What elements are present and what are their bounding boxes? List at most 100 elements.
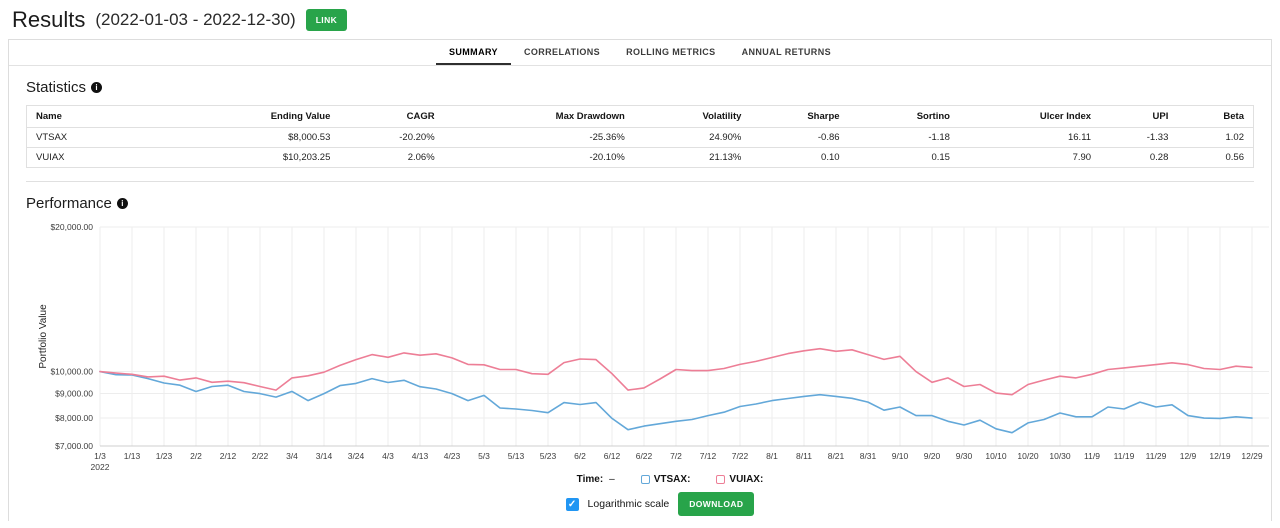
x-tick-label: 2/12 [220,451,237,461]
x-tick-label: 11/19 [1114,451,1135,461]
info-icon[interactable]: i [91,82,103,93]
x-tick-label: 4/3 [382,451,394,461]
table-row: VUIAX $10,203.25 2.06% -20.10% 21.13% 0.10 0.1… [26,147,1254,168]
x-tick-label: 11/29 [1146,451,1167,461]
logarithmic-scale-checkbox[interactable]: ✓ [565,497,579,511]
statistics-table-body: VTSAX $8,000.53 -20.20% -25.36% 24.90% -0.86-… [26,127,1254,168]
stat-value-cell: $10,203.25 [247,147,340,168]
x-tick-label: 4/13 [412,451,429,461]
logarithmic-scale-label: Logarithmic scale [587,498,670,510]
column-header: Max Drawdown [443,105,634,128]
x-tick-label: 12/9 [1180,451,1197,461]
x-tick-label: 3/14 [316,451,333,461]
chart-legend: Time: – VTSAX: VUIAX: [86,474,1254,485]
statistics-heading-label: Statistics [26,79,87,96]
stat-value-cell: 1.02 [1177,127,1254,148]
vuiax-legend-checkbox[interactable] [716,475,726,484]
stat-value-cell: -20.20% [339,127,444,148]
legend-item-vtsax[interactable]: VTSAX: [640,474,691,485]
column-header: CAGR [339,105,444,128]
x-tick-label: 2/22 [252,451,269,461]
chart-controls: ✓ Logarithmic scale DOWNLOAD [66,492,1254,516]
column-header: Name [26,105,248,128]
page-title: Results [12,7,86,32]
results-card: SUMMARY CORRELATIONS ROLLING METRICS ANN… [8,39,1272,521]
stat-value-cell: 0.56 [1177,147,1254,168]
x-tick-label: 7/22 [732,451,749,461]
x-tick-label: 5/13 [508,451,525,461]
legend-time-value: – [609,474,615,485]
y-tick-label: $10,000.00 [50,367,93,377]
download-button[interactable]: DOWNLOAD [678,492,755,516]
fund-name-cell: VUIAX [26,147,248,168]
stat-value-cell: 7.90 [958,147,1101,168]
column-header: Ulcer Index [958,105,1101,128]
x-tick-label: 3/4 [286,451,298,461]
x-tick-label: 8/11 [796,451,812,461]
info-icon[interactable]: i [116,198,128,209]
performance-heading-label: Performance [26,195,112,212]
stat-value-cell: 0.10 [750,147,849,168]
x-tick-label: 12/19 [1209,451,1231,461]
link-button[interactable]: LINK [305,9,348,31]
statistics-table: Name Ending Value CAGR Max Drawdown Volatili… [26,105,1254,168]
stat-value-cell: 16.11 [958,127,1101,148]
legend-item-label: VTSAX: [653,474,691,485]
x-tick-label: 8/31 [860,451,877,461]
x-tick-label: 8/21 [828,451,845,461]
x-axis-year-label: 2022 [91,462,110,472]
x-tick-label: 4/23 [444,451,461,461]
stat-value-cell: -1.33 [1100,127,1178,148]
tab-correlations[interactable]: CORRELATIONS [523,47,601,57]
stat-value-cell: 0.28 [1100,147,1178,168]
x-tick-label: 12/29 [1241,451,1263,461]
series-line-vuiax [99,347,1253,396]
column-header: Volatility [633,105,751,128]
performance-heading: Performance i [26,195,1254,212]
statistics-section: Statistics i Name Ending Value CAGR Max Dra… [9,79,1271,168]
stat-value-cell: -1.18 [848,127,959,148]
y-tick-label: $9,000.00 [55,389,93,399]
x-tick-label: 6/22 [636,451,653,461]
stat-value-cell: -25.36% [443,127,634,148]
legend-time-label: Time: [576,474,604,485]
x-tick-label: 2/2 [190,451,202,461]
x-tick-label: 9/20 [924,451,941,461]
x-tick-label: 9/10 [892,451,909,461]
tab-summary[interactable]: SUMMARY [436,40,511,65]
y-axis-title: Portfolio Value [38,304,49,369]
performance-section: Performance i 1/3 2022 1/13 1/23 2/2 2/12 2/22… [9,195,1271,516]
x-tick-label: 10/10 [985,451,1007,461]
x-tick-label: 3/24 [348,451,365,461]
x-tick-label: 1/3 [94,451,106,461]
x-tick-label: 5/3 [478,451,490,461]
column-header: Beta [1177,105,1254,128]
tab-annual-returns[interactable]: ANNUAL RETURNS [741,47,832,57]
fund-name-cell: VTSAX [26,127,248,148]
statistics-heading: Statistics i [26,79,1254,96]
x-tick-label: 1/13 [124,451,141,461]
table-header-row: Name Ending Value CAGR Max Drawdown Volatili… [26,105,1254,128]
x-tick-label: 5/23 [540,451,557,461]
x-tick-label: 11/9 [1084,451,1100,461]
y-tick-label: $20,000.00 [50,222,93,232]
tab-bar: SUMMARY CORRELATIONS ROLLING METRICS ANN… [9,40,1271,66]
y-tick-label: $7,000.00 [55,441,93,451]
page-header: Results (2022-01-03 - 2022-12-30) LINK [0,0,1280,39]
stat-value-cell: 0.15 [848,147,959,168]
section-divider [26,181,1254,182]
tab-rolling-metrics[interactable]: ROLLING METRICS [626,47,716,57]
date-range: (2022-01-03 - 2022-12-30) [95,10,296,29]
column-header: Ending Value [247,105,340,128]
x-tick-label: 7/2 [670,451,682,461]
stat-value-cell: 24.90% [633,127,751,148]
legend-item-vuiax[interactable]: VUIAX: [716,474,763,485]
y-tick-label: $8,000.00 [55,413,93,423]
x-tick-label: 9/30 [956,451,973,461]
column-header: Sharpe [750,105,849,128]
x-tick-label: 6/2 [574,451,586,461]
series-line-vtsax [99,370,1253,434]
vtsax-legend-checkbox[interactable] [640,475,650,484]
stat-value-cell: -20.10% [443,147,634,168]
